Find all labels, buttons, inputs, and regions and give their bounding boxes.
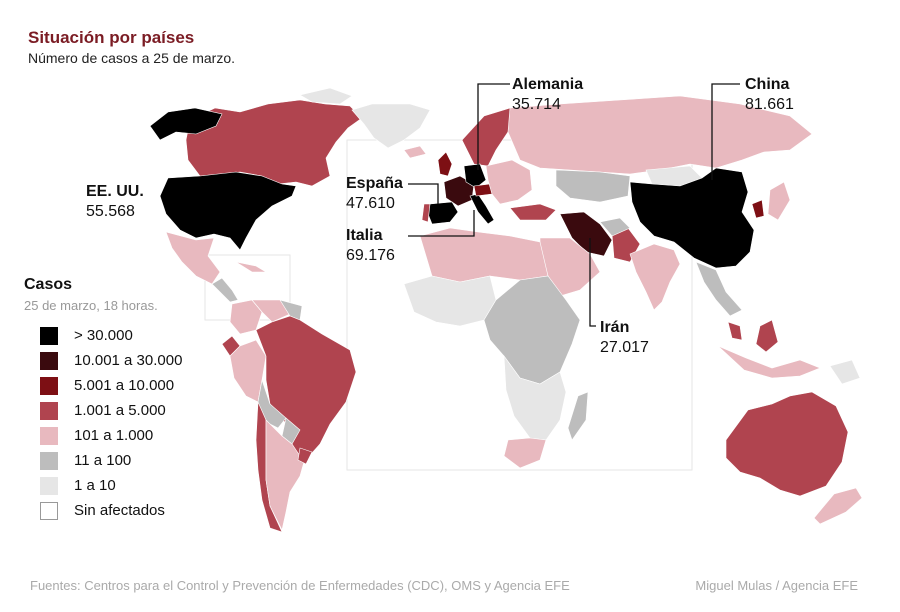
region-eastern-europe bbox=[485, 159, 533, 205]
svg-text:Alemania: Alemania bbox=[512, 76, 583, 93]
country-alaska bbox=[149, 107, 223, 141]
country-russia bbox=[507, 95, 813, 175]
footer-credit: Miguel Mulas / Agencia EFE bbox=[695, 578, 858, 593]
country-australia bbox=[725, 391, 849, 497]
callout-espana: España 47.610 bbox=[346, 175, 403, 212]
legend-label: > 30.000 bbox=[74, 327, 133, 344]
country-japan bbox=[767, 181, 791, 221]
svg-text:China: China bbox=[745, 76, 790, 93]
country-afghanistan bbox=[599, 217, 631, 237]
leader-iran bbox=[589, 238, 596, 327]
legend-swatch bbox=[40, 351, 58, 370]
country-spain bbox=[427, 201, 459, 225]
svg-text:EE. UU.: EE. UU. bbox=[86, 183, 144, 200]
leader-italia bbox=[408, 210, 475, 237]
callout-italia: Italia 69.176 bbox=[346, 227, 395, 264]
region-west-africa bbox=[403, 275, 497, 327]
callout-iran: Irán 27.017 bbox=[600, 319, 649, 356]
callout-leader-lines bbox=[408, 83, 740, 327]
leader-espana bbox=[408, 183, 439, 204]
country-new-guinea bbox=[829, 359, 861, 385]
legend-swatch bbox=[40, 426, 58, 445]
country-kazakhstan bbox=[555, 169, 631, 203]
country-india bbox=[629, 243, 681, 311]
country-brazil bbox=[255, 315, 357, 463]
country-switzerland-austria bbox=[473, 183, 493, 197]
country-greenland bbox=[351, 103, 431, 149]
country-indonesia bbox=[717, 345, 821, 379]
legend-swatch bbox=[40, 476, 58, 495]
map-subtitle: Número de casos a 25 de marzo. bbox=[28, 50, 235, 66]
country-venezuela bbox=[251, 299, 291, 323]
legend-item: 101 a 1.000 bbox=[24, 423, 182, 448]
country-malaysia bbox=[727, 321, 743, 341]
legend-label: 1.001 a 5.000 bbox=[74, 402, 166, 419]
footer-sources: Fuentes: Centros para el Control y Preve… bbox=[30, 578, 570, 593]
svg-text:Irán: Irán bbox=[600, 319, 629, 336]
region-caribbean bbox=[235, 261, 268, 273]
legend-item: Sin afectados bbox=[24, 498, 182, 523]
region-central-america bbox=[211, 277, 239, 303]
callout-china: China 81.661 bbox=[745, 76, 794, 113]
svg-text:Italia: Italia bbox=[346, 227, 383, 244]
svg-text:España: España bbox=[346, 175, 403, 192]
country-portugal bbox=[421, 203, 431, 223]
country-mexico bbox=[165, 231, 221, 285]
country-usa bbox=[159, 171, 297, 251]
legend-swatch bbox=[40, 376, 58, 395]
legend-label: 11 a 100 bbox=[74, 452, 132, 469]
legend-swatch bbox=[40, 501, 58, 520]
leader-china bbox=[711, 83, 740, 180]
country-uk bbox=[437, 151, 453, 177]
legend-label: Sin afectados bbox=[74, 502, 165, 519]
legend-item: 1.001 a 5.000 bbox=[24, 398, 182, 423]
country-china bbox=[629, 167, 755, 269]
legend-title: Casos bbox=[24, 276, 73, 293]
legend-item: 10.001 a 30.000 bbox=[24, 348, 182, 373]
legend-label: 101 a 1.000 bbox=[74, 427, 154, 444]
region-southern-africa bbox=[503, 354, 567, 441]
legend-label: 1 a 10 bbox=[74, 477, 116, 494]
map-title: Situación por países bbox=[28, 28, 195, 47]
legend-label: 5.001 a 10.000 bbox=[74, 377, 175, 394]
legend-label: 10.001 a 30.000 bbox=[74, 352, 183, 369]
leader-alemania bbox=[477, 83, 510, 170]
country-south-korea bbox=[751, 199, 765, 219]
svg-text:47.610: 47.610 bbox=[346, 195, 395, 212]
legend-item: 1 a 10 bbox=[24, 473, 182, 498]
country-argentina bbox=[265, 419, 305, 531]
country-iran bbox=[559, 211, 613, 257]
legend-swatch bbox=[40, 451, 58, 470]
svg-text:81.661: 81.661 bbox=[745, 96, 794, 113]
country-uruguay bbox=[297, 447, 313, 465]
country-turkey bbox=[509, 203, 557, 221]
country-south-africa bbox=[503, 437, 547, 469]
legend-subtitle: 25 de marzo, 18 horas. bbox=[24, 298, 158, 313]
country-new-zealand bbox=[813, 487, 863, 525]
region-southeast-asia bbox=[695, 261, 743, 317]
legend-item: 5.001 a 10.000 bbox=[24, 373, 182, 398]
country-iceland bbox=[403, 145, 427, 159]
callout-alemania: Alemania 35.714 bbox=[512, 76, 583, 113]
legend-item: 11 a 100 bbox=[24, 448, 182, 473]
region-arctic-islands bbox=[299, 87, 353, 105]
svg-text:27.017: 27.017 bbox=[600, 339, 649, 356]
country-madagascar bbox=[567, 391, 589, 441]
legend-swatch bbox=[40, 401, 58, 420]
country-germany bbox=[463, 163, 487, 189]
legend-item: > 30.000 bbox=[24, 323, 182, 348]
callout-eeuu: EE. UU. 55.568 bbox=[86, 183, 144, 220]
svg-text:69.176: 69.176 bbox=[346, 247, 395, 264]
country-philippines bbox=[755, 319, 779, 353]
svg-text:35.714: 35.714 bbox=[512, 96, 561, 113]
legend-swatch bbox=[40, 326, 58, 345]
svg-text:55.568: 55.568 bbox=[86, 203, 135, 220]
legend: Casos 25 de marzo, 18 horas. > 30.000 10… bbox=[24, 276, 182, 523]
